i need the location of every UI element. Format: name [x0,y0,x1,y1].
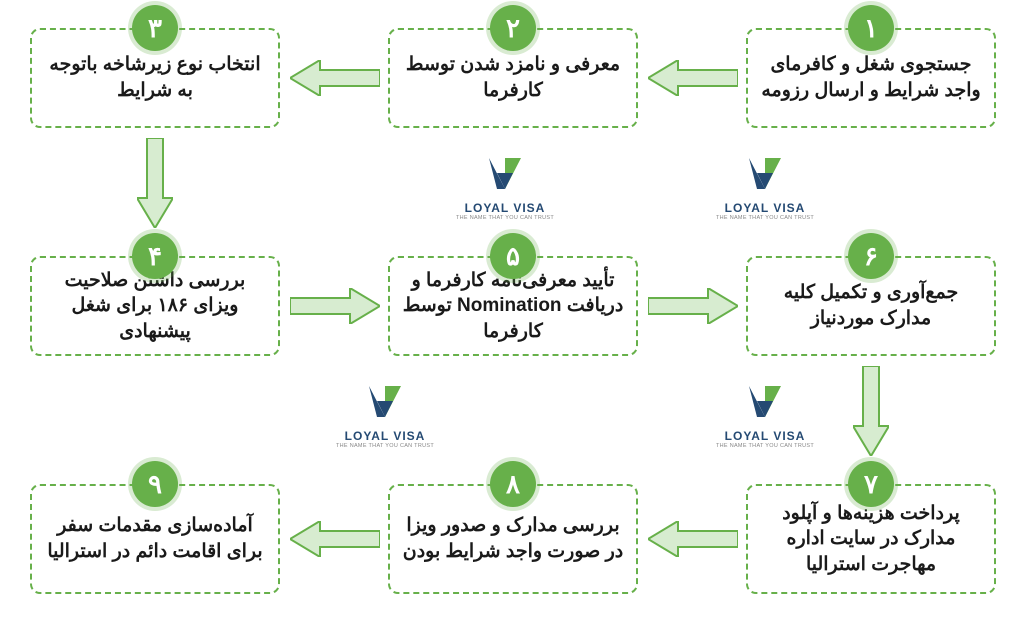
step-num: ۱ [864,13,878,44]
step-num: ۷ [864,469,878,500]
step-badge-2: ۲ [490,5,536,51]
logo-subtext: THE NAME THAT YOU CAN TRUST [320,444,450,450]
step-text: جستجوی شغل و کافرمای واجد شرایط و ارسال … [760,52,982,103]
step-num: ۵ [506,241,520,272]
logo-mark-icon [363,383,407,428]
step-badge-7: ۷ [848,461,894,507]
arrow-3-4 [137,138,173,228]
arrow-4-5 [290,288,380,324]
arrow-8-9 [290,521,380,557]
logo-text: LOYAL VISA [700,430,830,442]
logo-text: LOYAL VISA [700,202,830,214]
step-text: بررسی داشتن صلاحیت ویزای ۱۸۶ برای شغل پی… [44,268,266,345]
step-num: ۴ [148,241,162,272]
step-text: تأیید معرفی‌نامه کارفرما و دریافت Nomina… [402,268,624,345]
step-num: ۶ [864,241,878,272]
brand-logo: LOYAL VISA THE NAME THAT YOU CAN TRUST [320,383,450,450]
brand-logo: LOYAL VISA THE NAME THAT YOU CAN TRUST [700,155,830,222]
arrow-7-8 [648,521,738,557]
step-badge-4: ۴ [132,233,178,279]
brand-logo: LOYAL VISA THE NAME THAT YOU CAN TRUST [700,383,830,450]
step-num: ۲ [506,13,520,44]
step-badge-9: ۹ [132,461,178,507]
step-text: جمع‌آوری و تکمیل کلیه مدارک موردنیاز [760,280,982,331]
step-badge-3: ۳ [132,5,178,51]
step-badge-6: ۶ [848,233,894,279]
step-badge-8: ۸ [490,461,536,507]
logo-mark-icon [743,155,787,200]
step-badge-1: ۱ [848,5,894,51]
step-badge-5: ۵ [490,233,536,279]
step-text: آماده‌سازی مقدمات سفر برای اقامت دائم در… [44,513,266,564]
brand-logo: LOYAL VISA THE NAME THAT YOU CAN TRUST [440,155,570,222]
arrow-5-6 [648,288,738,324]
step-num: ۹ [148,469,162,500]
logo-subtext: THE NAME THAT YOU CAN TRUST [440,216,570,222]
arrow-1-2 [648,60,738,96]
arrow-2-3 [290,60,380,96]
logo-mark-icon [743,383,787,428]
logo-text: LOYAL VISA [440,202,570,214]
step-num: ۸ [506,469,520,500]
step-text: پرداخت هزینه‌ها و آپلود مدارک در سایت اد… [760,501,982,578]
step-text: انتخاب نوع زیرشاخه باتوجه به شرایط [44,52,266,103]
step-text: معرفی و نامزد شدن توسط کارفرما [402,52,624,103]
logo-text: LOYAL VISA [320,430,450,442]
step-num: ۳ [148,13,162,44]
arrow-6-7 [853,366,889,456]
step-text: بررسی مدارک و صدور ویزا در صورت واجد شرا… [402,513,624,564]
logo-subtext: THE NAME THAT YOU CAN TRUST [700,444,830,450]
logo-subtext: THE NAME THAT YOU CAN TRUST [700,216,830,222]
logo-mark-icon [483,155,527,200]
